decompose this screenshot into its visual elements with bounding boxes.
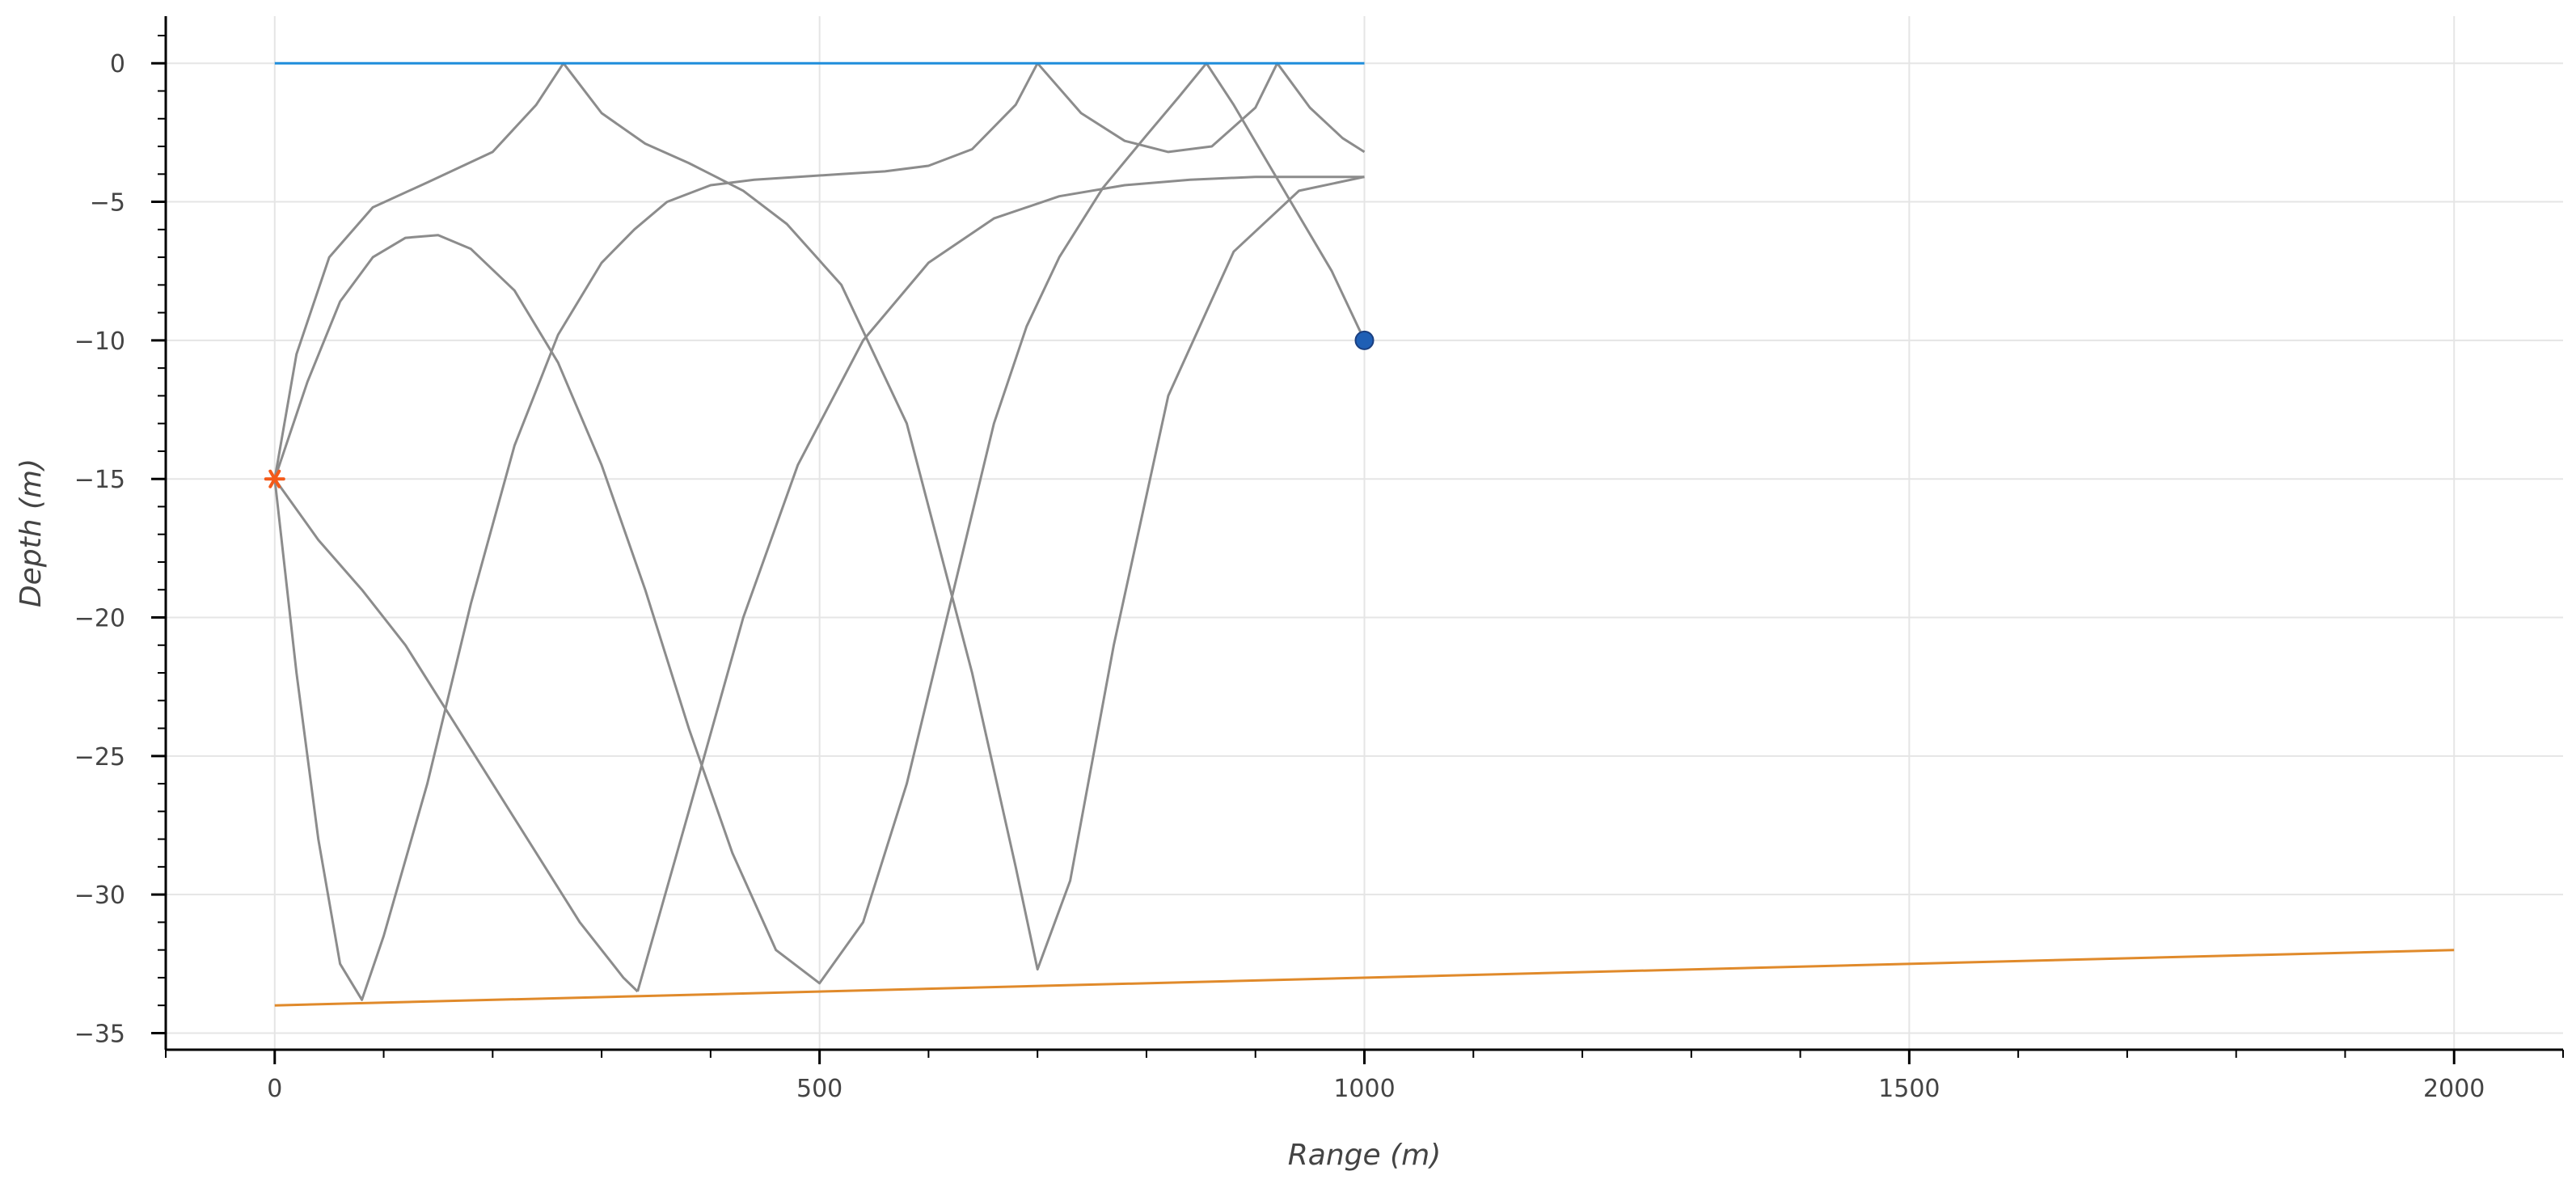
receiver-marker — [1354, 330, 1375, 350]
ray-path — [1037, 61, 1366, 154]
y-tick-label: −30 — [74, 881, 125, 910]
y-tick-label: −5 — [90, 189, 125, 218]
ray-path — [273, 61, 1365, 971]
x-tick-label: 2000 — [2423, 1075, 2485, 1103]
ray-path — [273, 478, 639, 993]
y-tick-label: −20 — [74, 605, 125, 633]
series-layer — [264, 61, 2455, 1007]
grid — [166, 16, 2563, 1050]
source-marker — [264, 469, 285, 488]
ray-path — [273, 62, 1039, 1001]
bottom-line — [274, 949, 2455, 1007]
y-axis-label: Depth (m) — [15, 459, 48, 607]
x-axis-label: Range (m) — [1288, 1139, 1442, 1172]
ray-path — [636, 175, 1365, 992]
y-tick-label: −15 — [74, 466, 125, 494]
y-tick-label: −35 — [74, 1020, 125, 1048]
ray-path — [273, 61, 1366, 985]
x-tick-label: 500 — [796, 1075, 842, 1103]
y-tick-label: 0 — [110, 50, 125, 78]
y-tick-label: −10 — [74, 328, 125, 356]
axes: 0 500 1000 1500 2000 0 −5 −10 −15 −20 −25 −30 −35 — [74, 16, 2564, 1103]
x-tick-label: 1500 — [1878, 1075, 1940, 1103]
source-marker-stroke — [268, 469, 281, 488]
x-tick-label: 0 — [267, 1075, 282, 1103]
x-tick-label: 1000 — [1333, 1075, 1395, 1103]
y-tick-label: −25 — [74, 743, 125, 772]
